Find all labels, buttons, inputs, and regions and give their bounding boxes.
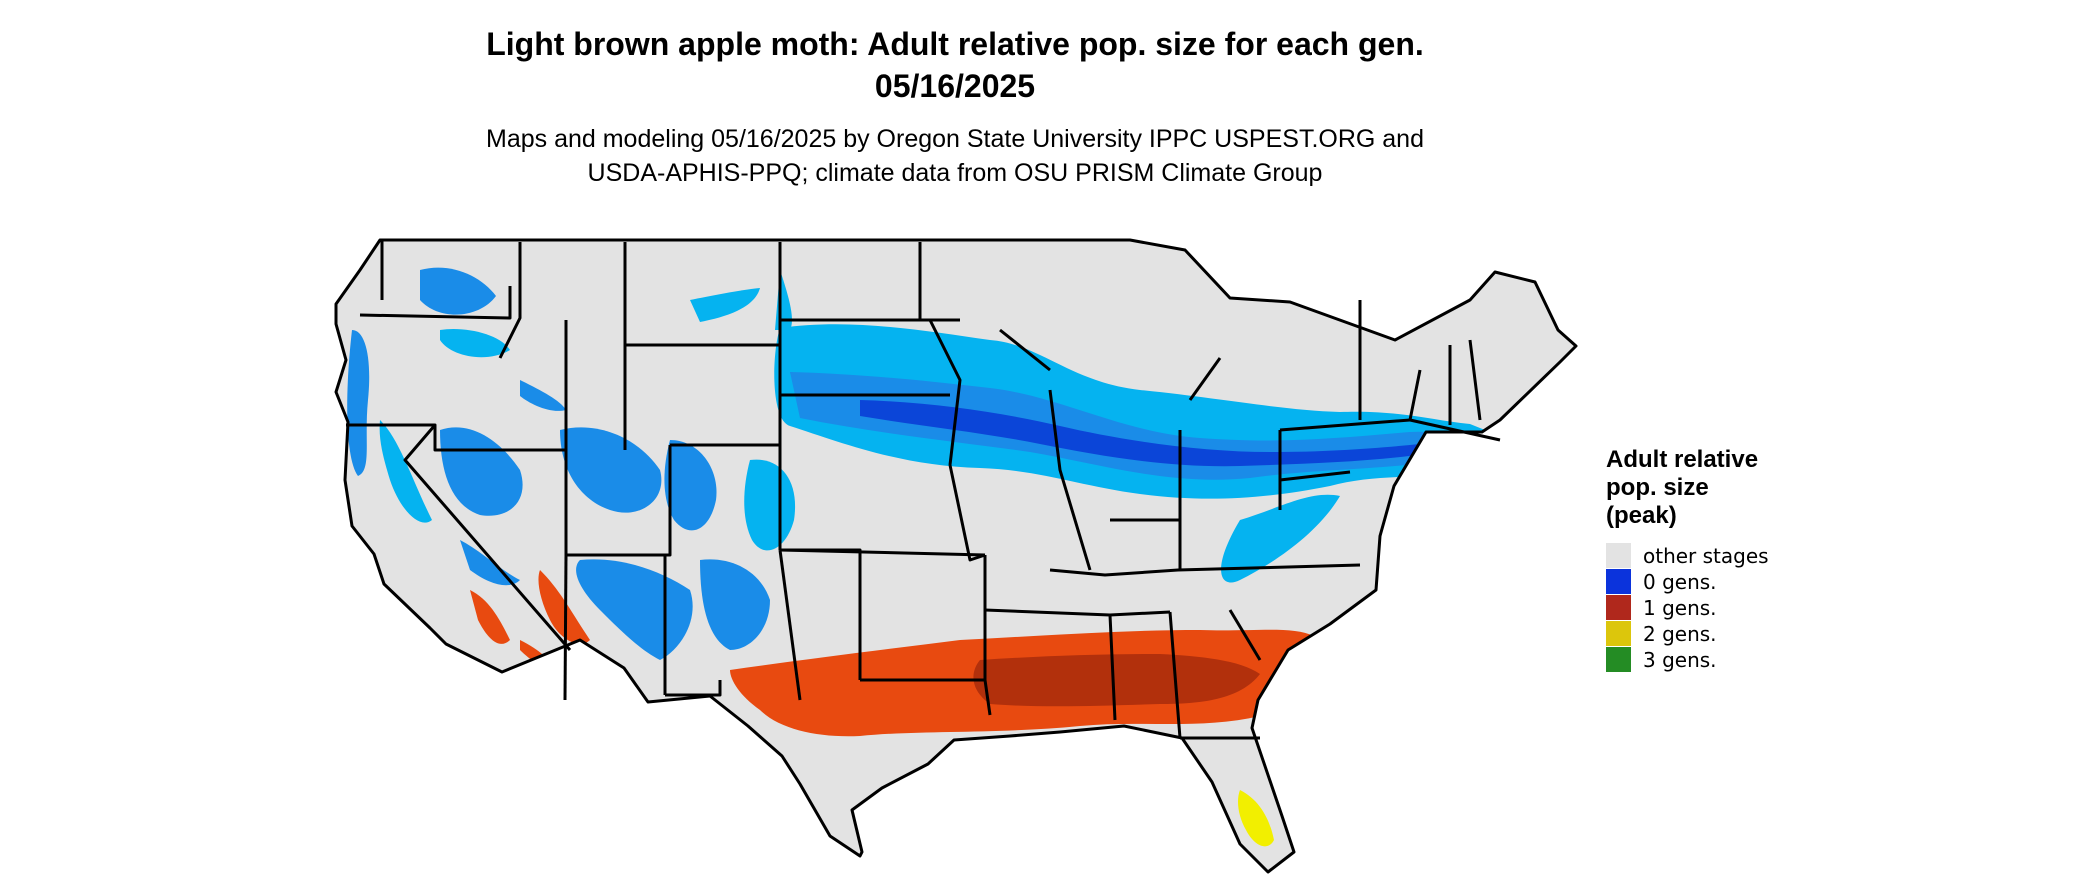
legend-title-line-1: Adult relative (1606, 446, 1759, 473)
legend-title-line-2: pop. size (1606, 474, 1709, 501)
map-date: 05/16/2025 (874, 68, 1036, 104)
legend-swatch (1606, 569, 1631, 594)
land-area (336, 240, 1576, 872)
map-title: Light brown apple moth: Adult relative p… (486, 26, 1424, 62)
legend-swatch (1606, 543, 1631, 568)
credits-line-1: Maps and modeling 05/16/2025 by Oregon S… (486, 125, 1424, 153)
legend-title-line-3: (peak) (1606, 502, 1677, 529)
legend-label: other stages (1643, 544, 1769, 568)
zero-gen-patches-west (347, 267, 796, 660)
credits-line-2: USDA-APHIS-PPQ; climate data from OSU PR… (587, 159, 1323, 187)
legend-swatch (1606, 595, 1631, 620)
legend-label: 2 gens. (1643, 622, 1717, 646)
legend-label: 0 gens. (1643, 570, 1717, 594)
zero-gen-band-central (774, 324, 1500, 583)
legend-swatch (1606, 621, 1631, 646)
legend-swatch (1606, 647, 1631, 672)
two-gen-areas (870, 790, 1274, 851)
state-borders (334, 238, 1578, 874)
legend-label: 1 gens. (1643, 596, 1717, 620)
legend-label: 3 gens. (1643, 648, 1717, 672)
